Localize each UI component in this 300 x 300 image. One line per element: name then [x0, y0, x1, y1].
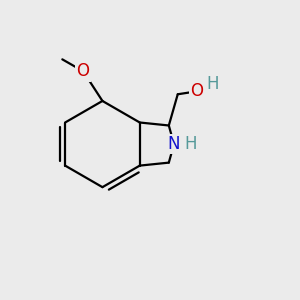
- Text: O: O: [190, 82, 204, 100]
- Text: H: H: [206, 75, 219, 93]
- Text: O: O: [76, 62, 90, 80]
- Text: N: N: [168, 135, 180, 153]
- Text: H: H: [184, 135, 197, 153]
